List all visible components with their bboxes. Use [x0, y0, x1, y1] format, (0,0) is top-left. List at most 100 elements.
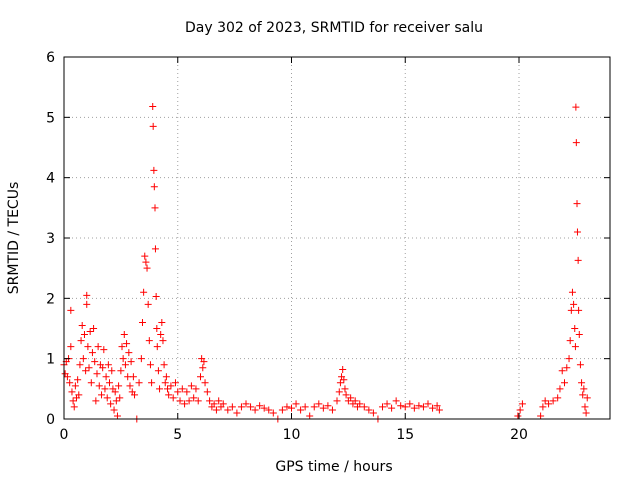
data-point	[429, 404, 437, 412]
data-point	[356, 400, 364, 408]
axis-ticks: 0 5 10 15 20 0 1 2 3 4 5 6	[46, 50, 610, 443]
data-point	[201, 379, 209, 387]
data-point	[192, 385, 200, 393]
data-point	[247, 403, 255, 411]
data-point	[131, 391, 139, 399]
data-point	[435, 406, 443, 414]
data-point	[187, 382, 195, 390]
data-point	[74, 376, 82, 384]
data-point	[107, 400, 115, 408]
data-point	[76, 361, 84, 369]
y-tick-label: 6	[46, 50, 55, 66]
data-point	[91, 358, 99, 366]
data-point	[514, 412, 522, 420]
data-point	[200, 358, 208, 366]
data-point	[197, 373, 204, 381]
data-point	[573, 200, 581, 208]
data-point	[570, 300, 578, 308]
y-tick-label: 2	[46, 291, 55, 307]
data-point	[79, 355, 87, 363]
data-point	[265, 406, 273, 414]
data-point	[156, 385, 164, 393]
data-point	[516, 406, 524, 414]
data-point	[333, 397, 341, 405]
data-point	[251, 406, 259, 414]
data-point	[169, 394, 177, 402]
data-point	[174, 388, 182, 396]
data-point	[93, 370, 101, 378]
data-point	[566, 337, 574, 345]
data-point	[63, 373, 71, 381]
data-point	[574, 256, 582, 264]
data-point	[151, 204, 159, 212]
data-point	[518, 400, 526, 408]
data-point	[328, 406, 336, 414]
data-point	[121, 361, 129, 369]
data-point	[144, 300, 152, 308]
data-point	[66, 379, 74, 387]
data-point	[365, 406, 373, 414]
y-tick-label: 5	[46, 110, 55, 126]
data-point	[183, 388, 191, 396]
chart-title: Day 302 of 2023, SRMTID for receiver sal…	[185, 20, 483, 36]
data-point	[576, 361, 584, 369]
data-point	[537, 412, 545, 420]
data-point	[90, 325, 98, 332]
data-point	[135, 379, 143, 387]
data-point	[102, 373, 110, 381]
data-point	[203, 388, 211, 396]
data-point	[113, 412, 121, 420]
data-point	[575, 331, 583, 339]
y-axis-label: SRMTID / TECUs	[6, 182, 22, 295]
data-point	[315, 400, 323, 408]
data-point	[575, 306, 583, 314]
data-point	[150, 166, 158, 174]
data-point	[160, 361, 168, 369]
data-point	[78, 321, 86, 329]
data-point	[324, 402, 332, 410]
data-point	[541, 397, 549, 405]
data-point	[379, 403, 386, 411]
data-point	[580, 385, 588, 393]
data-point	[571, 325, 579, 332]
data-point	[129, 373, 137, 381]
data-point	[104, 361, 112, 369]
data-point	[178, 385, 186, 393]
data-point	[242, 400, 250, 408]
data-point	[288, 404, 295, 412]
data-point	[127, 358, 135, 366]
x-tick-label: 0	[60, 427, 69, 443]
data-point	[549, 397, 557, 405]
data-point	[142, 258, 150, 266]
data-point	[341, 385, 349, 393]
data-point	[406, 400, 414, 408]
data-point	[369, 409, 377, 417]
data-point	[335, 388, 343, 396]
data-point	[336, 379, 344, 387]
data-point	[164, 385, 172, 393]
data-point	[118, 343, 126, 351]
data-point	[162, 373, 170, 381]
data-point	[120, 331, 128, 339]
data-point	[199, 364, 207, 372]
data-point	[110, 406, 118, 414]
data-point	[101, 385, 109, 393]
data-point	[283, 403, 291, 411]
data-point	[111, 388, 119, 396]
data-point	[137, 355, 145, 363]
data-point	[558, 367, 566, 375]
data-point	[206, 397, 214, 405]
data-point	[351, 397, 359, 405]
data-point	[572, 103, 580, 111]
data-point	[410, 404, 418, 412]
x-tick-label: 20	[510, 427, 528, 443]
data-point	[565, 355, 573, 363]
data-point	[148, 379, 156, 387]
data-point	[69, 397, 77, 405]
data-point	[123, 340, 131, 348]
data-point	[145, 337, 153, 345]
grid-lines	[64, 57, 610, 419]
data-point	[88, 349, 96, 357]
data-point	[306, 412, 314, 420]
